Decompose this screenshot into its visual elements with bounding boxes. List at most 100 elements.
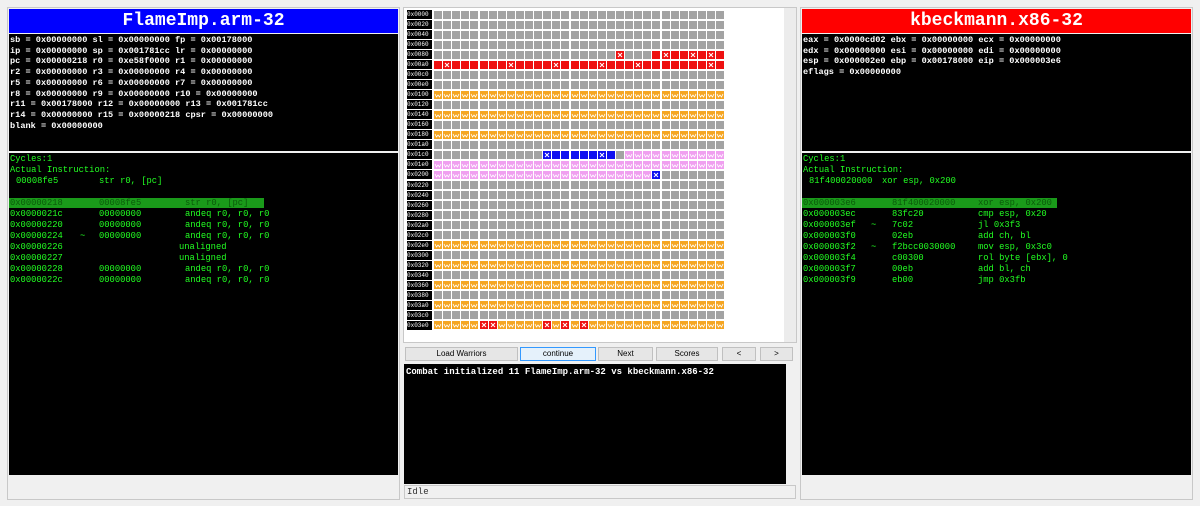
memory-cell[interactable] xyxy=(534,221,543,230)
memory-cell[interactable] xyxy=(506,170,515,179)
memory-cell[interactable] xyxy=(452,311,461,320)
memory-cell[interactable] xyxy=(434,181,442,189)
memory-cell[interactable] xyxy=(434,150,442,159)
memory-cell[interactable] xyxy=(625,100,634,109)
memory-cell[interactable] xyxy=(515,150,524,159)
memory-cell[interactable] xyxy=(652,90,661,99)
memory-cell[interactable] xyxy=(606,201,615,210)
memory-cell[interactable] xyxy=(488,221,497,230)
memory-cell[interactable] xyxy=(670,110,679,119)
memory-cell[interactable] xyxy=(443,90,452,99)
memory-cell[interactable] xyxy=(688,70,697,79)
memory-cell[interactable] xyxy=(716,271,725,280)
memory-cell[interactable] xyxy=(525,211,533,220)
memory-cell[interactable] xyxy=(452,100,461,109)
memory-cell[interactable] xyxy=(461,201,470,210)
memory-cell[interactable] xyxy=(443,271,452,280)
memory-cell[interactable] xyxy=(470,110,479,119)
memory-cell[interactable] xyxy=(661,301,670,310)
memory-cell[interactable] xyxy=(634,261,643,270)
memory-cell[interactable] xyxy=(597,20,606,29)
memory-cell[interactable] xyxy=(479,181,488,189)
memory-cell[interactable] xyxy=(716,191,725,200)
memory-cell[interactable] xyxy=(588,311,597,320)
memory-cell[interactable] xyxy=(707,30,715,39)
memory-cell[interactable] xyxy=(688,301,697,310)
memory-cell[interactable] xyxy=(452,60,461,69)
memory-cell[interactable] xyxy=(479,311,488,320)
memory-cell[interactable] xyxy=(606,241,615,250)
memory-cell[interactable] xyxy=(534,181,543,189)
memory-cell[interactable] xyxy=(643,221,652,230)
memory-cell[interactable] xyxy=(543,271,552,280)
memory-cell[interactable] xyxy=(634,160,643,169)
memory-cell[interactable] xyxy=(479,120,488,129)
memory-cell[interactable] xyxy=(679,80,688,89)
memory-cell[interactable] xyxy=(625,281,634,290)
memory-cell[interactable] xyxy=(652,60,661,69)
memory-cell[interactable] xyxy=(488,311,497,320)
memory-cell[interactable] xyxy=(643,170,652,179)
memory-cell[interactable] xyxy=(616,130,624,139)
memory-cell[interactable] xyxy=(716,130,725,139)
memory-cell[interactable] xyxy=(716,170,725,179)
memory-cell[interactable] xyxy=(506,201,515,210)
memory-cell[interactable] xyxy=(616,100,624,109)
memory-cell[interactable] xyxy=(661,291,670,300)
memory-cell[interactable] xyxy=(525,140,533,149)
memory-cell[interactable] xyxy=(497,60,506,69)
memory-cell[interactable] xyxy=(461,291,470,300)
memory-cell[interactable] xyxy=(452,191,461,200)
memory-cell[interactable] xyxy=(661,221,670,230)
memory-cell[interactable] xyxy=(506,191,515,200)
memory-cell[interactable] xyxy=(661,30,670,39)
memory-cell[interactable] xyxy=(470,170,479,179)
memory-cell[interactable] xyxy=(697,120,706,129)
memory-cell[interactable] xyxy=(688,150,697,159)
memory-cell[interactable] xyxy=(661,130,670,139)
memory-cell[interactable] xyxy=(643,231,652,240)
memory-cell[interactable] xyxy=(707,10,715,19)
memory-cell[interactable] xyxy=(534,40,543,49)
memory-cell[interactable] xyxy=(670,211,679,220)
memory-cell[interactable] xyxy=(561,231,570,240)
memory-cell[interactable] xyxy=(543,150,552,159)
memory-cell[interactable] xyxy=(443,241,452,250)
memory-cell[interactable] xyxy=(470,181,479,189)
memory-cell[interactable] xyxy=(506,221,515,230)
memory-cell[interactable] xyxy=(716,60,725,69)
memory-cell[interactable] xyxy=(707,130,715,139)
memory-cell[interactable] xyxy=(597,150,606,159)
memory-cell[interactable] xyxy=(670,50,679,59)
memory-cell[interactable] xyxy=(570,181,579,189)
memory-cell[interactable] xyxy=(716,241,725,250)
memory-cell[interactable] xyxy=(443,231,452,240)
memory-cell[interactable] xyxy=(470,301,479,310)
memory-cell[interactable] xyxy=(479,160,488,169)
memory-cell[interactable] xyxy=(470,251,479,260)
memory-cell[interactable] xyxy=(488,291,497,300)
memory-cell[interactable] xyxy=(697,60,706,69)
memory-cell[interactable] xyxy=(634,241,643,250)
memory-cell[interactable] xyxy=(679,181,688,189)
memory-cell[interactable] xyxy=(525,321,533,330)
memory-cell[interactable] xyxy=(670,191,679,200)
memory-cell[interactable] xyxy=(497,251,506,260)
memory-cell[interactable] xyxy=(479,191,488,200)
memory-cell[interactable] xyxy=(543,100,552,109)
memory-cell[interactable] xyxy=(452,181,461,189)
memory-cell[interactable] xyxy=(697,321,706,330)
memory-cell[interactable] xyxy=(707,251,715,260)
memory-cell[interactable] xyxy=(452,271,461,280)
memory-cell[interactable] xyxy=(488,271,497,280)
memory-cell[interactable] xyxy=(525,291,533,300)
memory-cell[interactable] xyxy=(688,50,697,59)
memory-cell[interactable] xyxy=(434,211,442,220)
memory-cell[interactable] xyxy=(579,80,588,89)
memory-cell[interactable] xyxy=(716,90,725,99)
memory-cell[interactable] xyxy=(697,261,706,270)
memory-cell[interactable] xyxy=(643,140,652,149)
memory-cell[interactable] xyxy=(552,221,561,230)
memory-cell[interactable] xyxy=(452,30,461,39)
memory-cell[interactable] xyxy=(643,261,652,270)
